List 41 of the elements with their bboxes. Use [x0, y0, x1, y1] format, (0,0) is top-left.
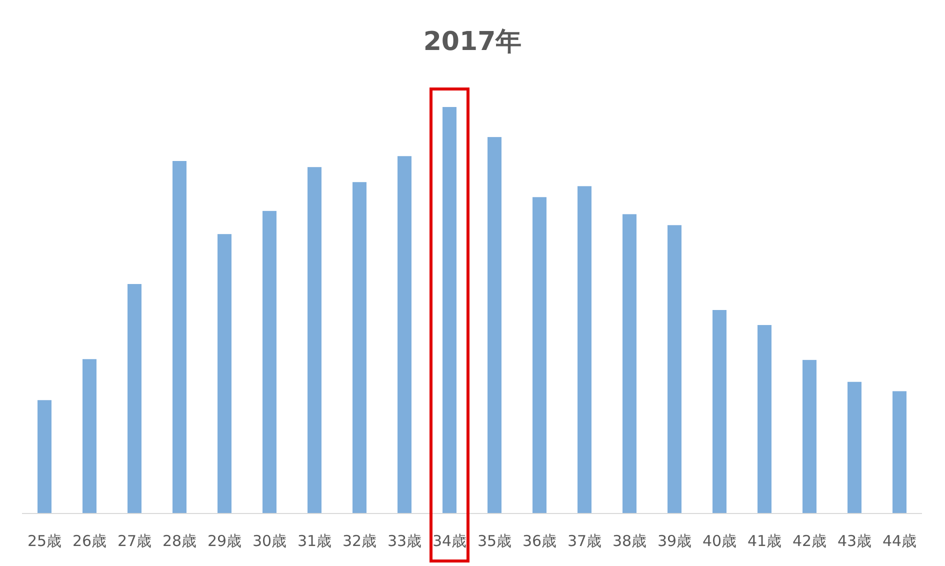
x-tick-label: 34歳	[432, 532, 467, 550]
bar	[172, 161, 186, 513]
x-tick-label: 25歳	[27, 532, 62, 550]
bar	[848, 382, 862, 513]
bar	[82, 359, 96, 513]
x-tick-label: 31歳	[297, 532, 332, 550]
bar	[668, 225, 682, 513]
bar	[622, 214, 636, 513]
bar	[308, 167, 322, 513]
bar	[398, 156, 412, 513]
x-tick-label: 44歳	[882, 532, 917, 550]
x-tick-label: 26歳	[72, 532, 107, 550]
bar	[488, 137, 502, 513]
bar	[352, 182, 366, 513]
bar	[218, 234, 232, 513]
x-tick-label: 41歳	[747, 532, 782, 550]
bar	[442, 107, 456, 513]
x-tick-label: 29歳	[207, 532, 242, 550]
bar	[712, 310, 726, 513]
x-tick-label: 37歳	[567, 532, 602, 550]
x-tick-label: 42歳	[792, 532, 827, 550]
x-tick-label: 39歳	[657, 532, 692, 550]
x-tick-label: 27歳	[117, 532, 152, 550]
x-tick-label: 40歳	[702, 532, 737, 550]
x-tick-label: 28歳	[162, 532, 197, 550]
x-tick-label: 33歳	[387, 532, 422, 550]
bar	[128, 284, 142, 513]
x-tick-label: 36歳	[522, 532, 557, 550]
bar	[802, 360, 816, 513]
bar	[532, 197, 546, 513]
x-tick-label: 38歳	[612, 532, 647, 550]
bar	[262, 210, 276, 513]
bar	[38, 400, 52, 513]
x-tick-label: 30歳	[252, 532, 287, 550]
x-tick-label: 43歳	[837, 532, 872, 550]
x-tick-label: 35歳	[477, 532, 512, 550]
chart-title: 2017年	[423, 27, 522, 57]
bar	[758, 325, 772, 513]
bar	[578, 186, 592, 513]
bar	[892, 391, 906, 513]
x-tick-label: 32歳	[342, 532, 377, 550]
